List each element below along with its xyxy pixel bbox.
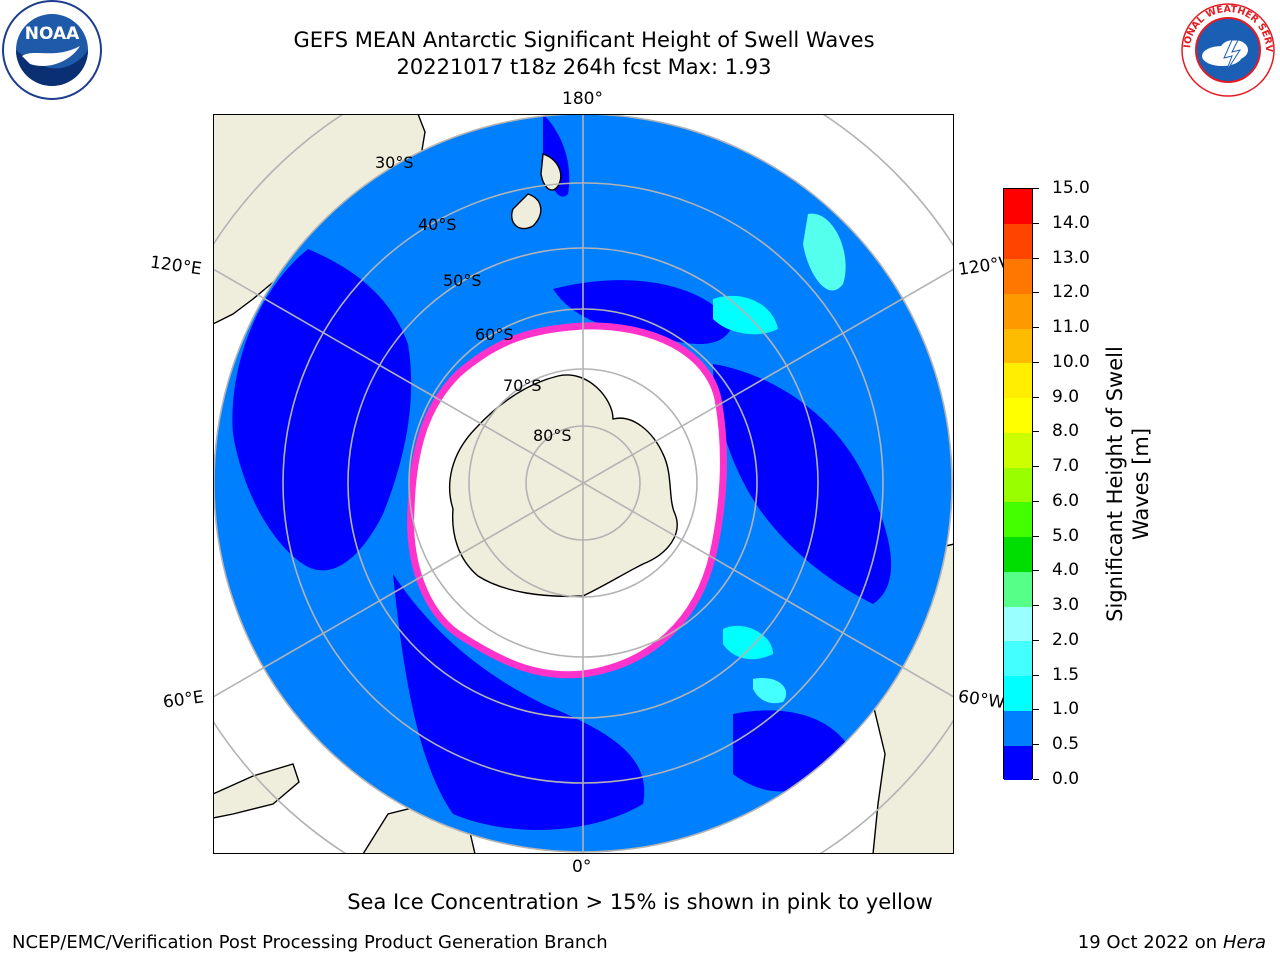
colorbar-title: Significant Height of Swell Waves [m] <box>1103 346 1153 622</box>
colorbar-tick <box>1033 396 1039 398</box>
lat-label-30s: 30°S <box>375 153 414 172</box>
chart-subtitle: 20221017 t18z 264h fcst Max: 1.93 <box>396 55 772 79</box>
new-zealand-south-land <box>511 193 542 230</box>
colorbar-tick <box>1033 257 1039 259</box>
colorbar-tick-label: 0.5 <box>1052 734 1080 755</box>
madagascar-land <box>213 763 300 819</box>
lon-label-60e: 60°E <box>161 687 206 713</box>
colorbar-tick <box>1033 744 1039 746</box>
colorbar-tick <box>1033 466 1039 468</box>
credit-right: 19 Oct 2022 on Hera <box>1078 932 1266 953</box>
credit-host: Hera <box>1222 932 1266 953</box>
colorbar-segment <box>1004 189 1032 225</box>
noaa-logo-text: NOAA <box>25 24 80 44</box>
colorbar-tick-label: 7.0 <box>1052 456 1080 477</box>
colorbar-segment <box>1004 501 1032 538</box>
colorbar-segment <box>1004 606 1032 642</box>
colorbar-tick-label: 9.0 <box>1052 386 1080 407</box>
colorbar-tick <box>1033 779 1039 780</box>
colorbar-tick-label: 2.0 <box>1052 629 1080 650</box>
nws-logo-icon: NATIONAL WEATHER SERVICE <box>1176 0 1277 99</box>
colorbar-tick <box>1033 639 1039 641</box>
lat-label-70s: 70°S <box>503 376 542 395</box>
colorbar-segment <box>1004 258 1032 294</box>
colorbar-tick <box>1033 570 1039 572</box>
colorbar-tick-label: 3.0 <box>1052 595 1080 616</box>
colorbar-segment <box>1004 223 1032 259</box>
noaa-logo-icon: NOAA <box>2 0 102 100</box>
colorbar-tick <box>1033 709 1039 711</box>
sea-ice-note: Sea Ice Concentration > 15% is shown in … <box>347 890 933 914</box>
colorbar-tick-label: 1.5 <box>1052 664 1080 685</box>
colorbar-segment <box>1004 640 1032 677</box>
lat-label-80s: 80°S <box>533 426 572 445</box>
colorbar-segment <box>1004 362 1032 399</box>
colorbar-segment <box>1004 745 1032 781</box>
lon-label-120e: 120°E <box>148 252 203 280</box>
chart-title: GEFS MEAN Antarctic Significant Height o… <box>293 28 875 52</box>
colorbar-tick-label: 14.0 <box>1052 212 1090 233</box>
colorbar-segment <box>1004 710 1032 746</box>
lon-label-60w: 60°W <box>956 686 1007 714</box>
colorbar-tick-label: 13.0 <box>1052 247 1090 268</box>
lon-label-180: 180° <box>562 89 603 109</box>
colorbar-tick <box>1033 605 1039 607</box>
colorbar-tick-label: 5.0 <box>1052 525 1080 546</box>
lat-label-40s: 40°S <box>418 215 457 234</box>
colorbar-tick-label: 10.0 <box>1052 351 1090 372</box>
meridians <box>213 114 954 854</box>
colorbar-tick <box>1033 361 1039 363</box>
colorbar-tick-label: 8.0 <box>1052 421 1080 442</box>
colorbar-tick-label: 6.0 <box>1052 490 1080 511</box>
colorbar-segment <box>1004 467 1032 503</box>
antarctica-land <box>448 374 678 598</box>
colorbar-segment <box>1004 536 1032 572</box>
lat-label-60s: 60°S <box>475 325 514 344</box>
colorbar-tick-label: 1.0 <box>1052 699 1080 720</box>
colorbar-tick-label: 11.0 <box>1052 317 1090 338</box>
credit-date: 19 Oct 2022 on <box>1077 932 1223 953</box>
colorbar-tick <box>1033 674 1039 676</box>
colorbar-segment <box>1004 293 1032 329</box>
colorbar-tick <box>1033 327 1039 329</box>
colorbar-segment <box>1004 675 1032 711</box>
credit-left: NCEP/EMC/Verification Post Processing Pr… <box>12 932 608 953</box>
polar-map: 30°S 40°S 50°S 60°S 70°S 80°S <box>213 114 954 854</box>
new-zealand-land <box>540 153 562 191</box>
colorbar-segment <box>1004 328 1032 364</box>
colorbar-segment <box>1004 571 1032 607</box>
lat-label-50s: 50°S <box>443 271 482 290</box>
colorbar-tick <box>1033 431 1039 433</box>
colorbar-tick-label: 4.0 <box>1052 560 1080 581</box>
colorbar-tick <box>1033 188 1039 189</box>
colorbar-tick <box>1033 535 1039 537</box>
colorbar <box>1003 188 1033 781</box>
colorbar-tick-label: 0.0 <box>1052 769 1080 789</box>
lon-label-0: 0° <box>572 857 592 877</box>
colorbar-tick <box>1033 222 1039 224</box>
colorbar-segment <box>1004 397 1032 433</box>
colorbar-tick-label: 15.0 <box>1052 178 1090 198</box>
colorbar-segment <box>1004 432 1032 468</box>
colorbar-tick-label: 12.0 <box>1052 282 1090 303</box>
colorbar-tick <box>1033 500 1039 502</box>
colorbar-tick <box>1033 292 1039 294</box>
